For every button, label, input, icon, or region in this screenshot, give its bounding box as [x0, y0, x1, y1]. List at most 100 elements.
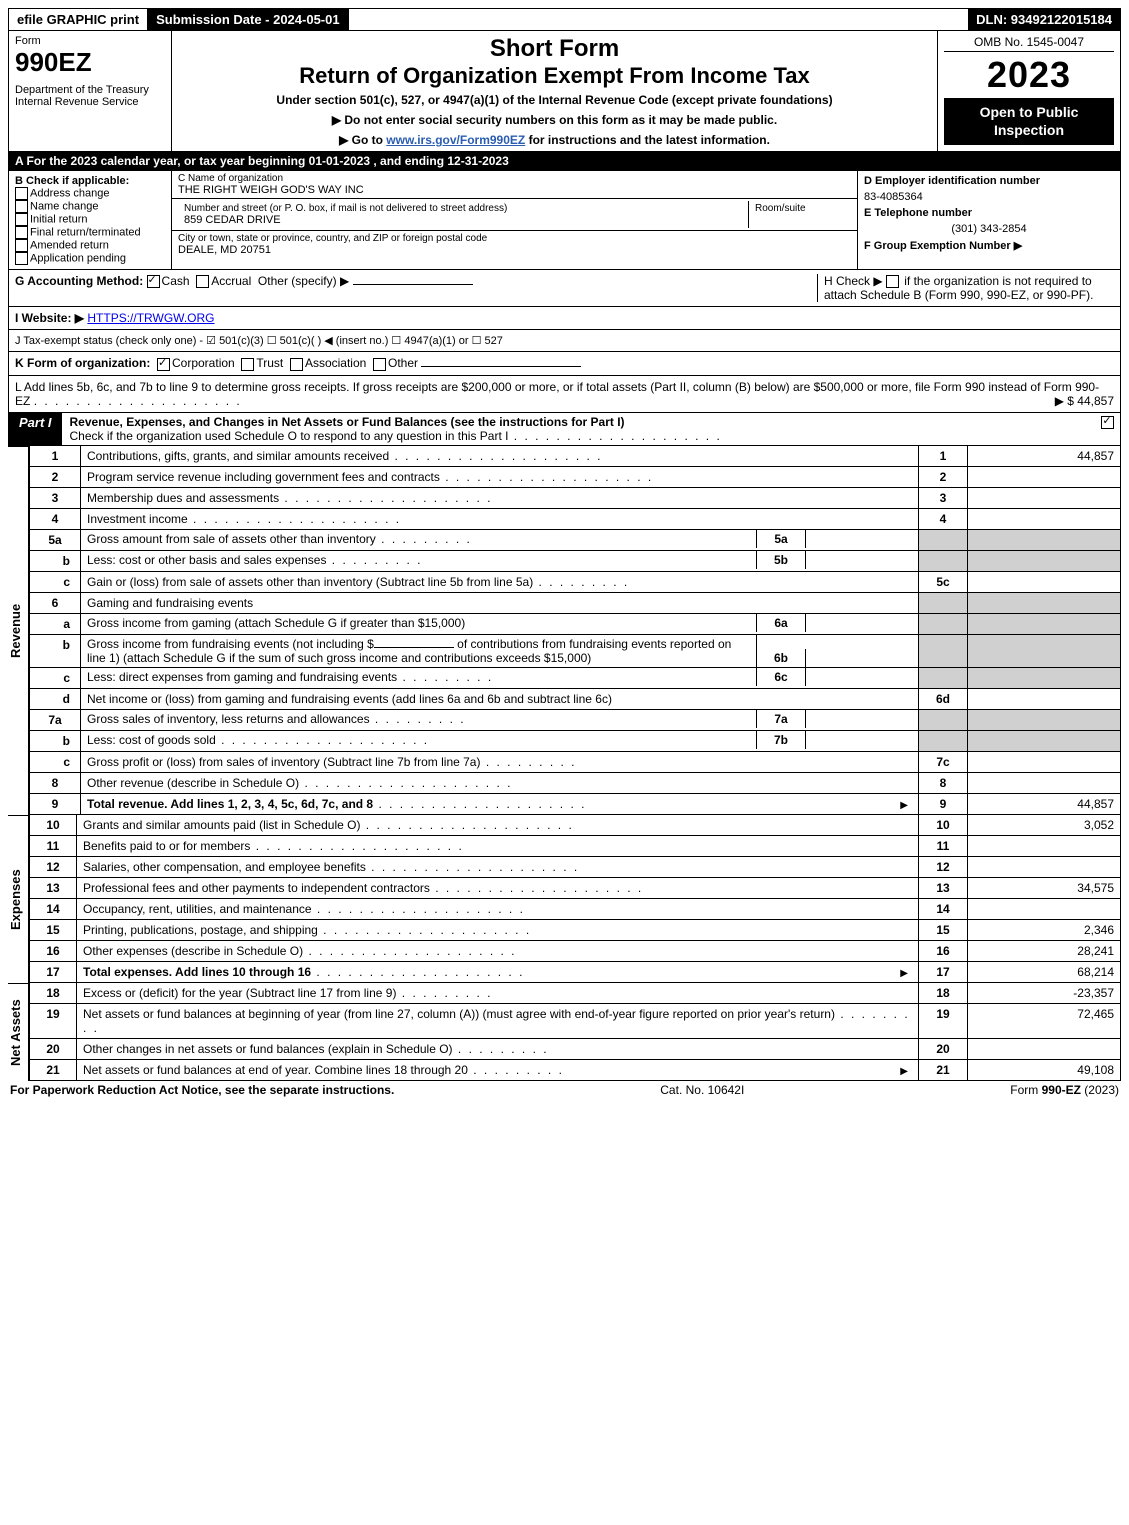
line-10: 10 Grants and similar amounts paid (list …: [30, 815, 1121, 836]
d-11: Benefits paid to or for members: [83, 839, 250, 853]
h-text1: H Check ▶: [824, 274, 883, 288]
k-label: K Form of organization:: [15, 356, 150, 370]
ln-7c: c: [30, 751, 81, 772]
k-corp: Corporation: [172, 356, 235, 370]
v-15: 2,346: [968, 919, 1121, 940]
ln-5c: c: [30, 571, 81, 592]
checkbox-h[interactable]: [886, 275, 899, 288]
line-6d: dNet income or (loss) from gaming and fu…: [30, 688, 1121, 709]
line-20: 20 Other changes in net assets or fund ba…: [30, 1038, 1121, 1059]
n-15: 15: [919, 919, 968, 940]
net-group: Net Assets 18Excess or (deficit) for the…: [8, 983, 1121, 1081]
checkbox-cash[interactable]: [147, 275, 160, 288]
v-16: 28,241: [968, 940, 1121, 961]
n-6a: [919, 613, 968, 634]
checkbox-part1[interactable]: [1101, 416, 1114, 429]
d-20: Other changes in net assets or fund bala…: [83, 1042, 453, 1056]
n-18: 18: [919, 983, 968, 1004]
dept-treasury: Department of the Treasury: [15, 84, 165, 96]
ln-6a: a: [30, 613, 81, 634]
header-center: Short Form Return of Organization Exempt…: [172, 31, 937, 151]
n-8: 8: [919, 772, 968, 793]
checkbox-final[interactable]: [15, 226, 28, 239]
irs-label: Internal Revenue Service: [15, 96, 165, 108]
v-1: 44,857: [968, 446, 1121, 467]
v-11: [968, 835, 1121, 856]
k-other: Other: [388, 356, 418, 370]
d-5a: Gross amount from sale of assets other t…: [87, 532, 376, 546]
ln-20: 20: [30, 1038, 77, 1059]
instr-prefix: ▶ Go to: [339, 133, 386, 147]
checkbox-corp[interactable]: [157, 358, 170, 371]
v-9: 44,857: [968, 793, 1121, 814]
n-19: 19: [919, 1003, 968, 1038]
ln-11: 11: [30, 835, 77, 856]
line-2: 2Program service revenue including gover…: [30, 466, 1121, 487]
line-6a: a Gross income from gaming (attach Schedu…: [30, 613, 1121, 634]
v-5c: [968, 571, 1121, 592]
n-10: 10: [919, 815, 968, 836]
col-b: B Check if applicable: Address change Na…: [9, 171, 172, 269]
subtitle: Under section 501(c), 527, or 4947(a)(1)…: [178, 93, 931, 107]
c-city-label: City or town, state or province, country…: [178, 233, 851, 244]
dln: DLN: 93492122015184: [968, 9, 1120, 30]
g-block: G Accounting Method: Cash Accrual Other …: [15, 274, 777, 288]
website-link[interactable]: HTTPS://TRWGW.ORG: [87, 311, 214, 325]
n-6: [919, 592, 968, 613]
checkbox-trust[interactable]: [241, 358, 254, 371]
iv-6a: [806, 614, 918, 632]
checkbox-pending[interactable]: [15, 252, 28, 265]
d-10: Grants and similar amounts paid (list in…: [83, 818, 360, 832]
checkbox-initial[interactable]: [15, 213, 28, 226]
d-21: Net assets or fund balances at end of ye…: [83, 1063, 468, 1077]
v-10: 3,052: [968, 815, 1121, 836]
line-21: 21Net assets or fund balances at end of …: [30, 1059, 1121, 1080]
d-12: Salaries, other compensation, and employ…: [83, 860, 366, 874]
checkbox-address[interactable]: [15, 187, 28, 200]
g-other-input[interactable]: [353, 284, 473, 285]
line-7a: 7aGross sales of inventory, less returns…: [30, 709, 1121, 730]
checkbox-name[interactable]: [15, 200, 28, 213]
ln-16: 16: [30, 940, 77, 961]
b-opt-initial-label: Initial return: [30, 213, 87, 225]
v-6: [968, 592, 1121, 613]
d-6a: Gross income from gaming (attach Schedul…: [87, 616, 465, 630]
v-7b: [968, 730, 1121, 751]
6b-input[interactable]: [374, 647, 454, 648]
net-table: 18Excess or (deficit) for the year (Subt…: [29, 983, 1121, 1081]
b-opt-initial: Initial return: [15, 213, 165, 226]
v-13: 34,575: [968, 877, 1121, 898]
side-net: Net Assets: [8, 983, 29, 1081]
checkbox-accrual[interactable]: [196, 275, 209, 288]
ln-13: 13: [30, 877, 77, 898]
checkbox-other[interactable]: [373, 358, 386, 371]
title-main: Return of Organization Exempt From Incom…: [178, 63, 931, 89]
room-suite-label: Room/suite: [749, 201, 851, 228]
part1-subtitle: Check if the organization used Schedule …: [70, 429, 509, 443]
form-label: Form: [15, 35, 165, 47]
g-accrual: Accrual: [211, 274, 251, 288]
checkbox-assoc[interactable]: [290, 358, 303, 371]
in-5b: 5b: [757, 551, 806, 569]
v-7c: [968, 751, 1121, 772]
irs-link[interactable]: www.irs.gov/Form990EZ: [386, 133, 525, 147]
checkbox-amended[interactable]: [15, 239, 28, 252]
k-assoc: Association: [305, 356, 366, 370]
org-city: DEALE, MD 20751: [178, 244, 851, 256]
instr-suffix: for instructions and the latest informat…: [525, 133, 770, 147]
ln-12: 12: [30, 856, 77, 877]
n-5c: 5c: [919, 571, 968, 592]
line-11: 11Benefits paid to or for members11: [30, 835, 1121, 856]
b-opt-amended-label: Amended return: [30, 239, 109, 251]
header-row: Form 990EZ Department of the Treasury In…: [8, 31, 1121, 152]
instr-ssn: ▶ Do not enter social security numbers o…: [178, 113, 931, 127]
k-other-input[interactable]: [421, 366, 581, 367]
line-6c: cLess: direct expenses from gaming and f…: [30, 667, 1121, 688]
ein: 83-4085364: [864, 191, 1114, 203]
line-7b: bLess: cost of goods sold7b: [30, 730, 1121, 751]
line-12: 12 Salaries, other compensation, and empl…: [30, 856, 1121, 877]
v-12: [968, 856, 1121, 877]
c-name-row: C Name of organization THE RIGHT WEIGH G…: [172, 171, 857, 199]
g-label: G Accounting Method:: [15, 274, 143, 288]
v-17: 68,214: [968, 961, 1121, 982]
